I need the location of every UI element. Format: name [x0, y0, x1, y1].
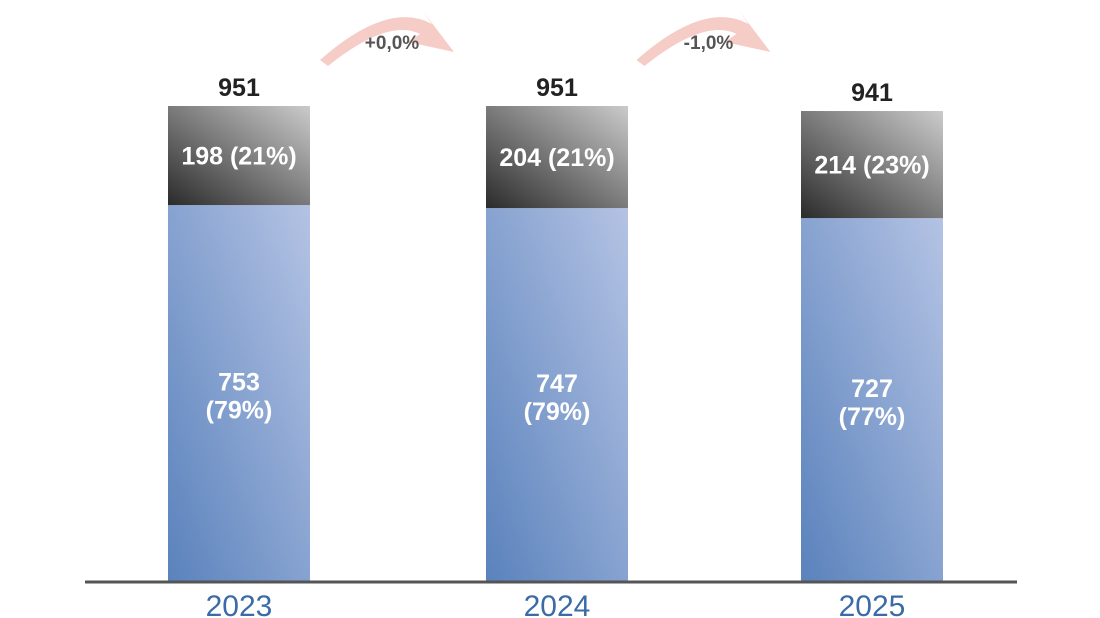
bar-segment-top: [801, 111, 943, 219]
change-label: +0,0%: [365, 33, 420, 54]
bar-segment-top: [486, 106, 628, 209]
bar-total-label: 951: [536, 74, 578, 102]
category-label: 2023: [206, 590, 273, 618]
change-arrow: -1,0%: [636, 10, 771, 66]
bar-segment-bottom: [168, 205, 310, 582]
segment-label-bottom: 753: [218, 369, 260, 397]
category-label: 2025: [839, 590, 906, 618]
bar-segment-top: [168, 106, 310, 206]
segment-label-bottom: (79%): [206, 397, 273, 425]
segment-label-bottom: (77%): [839, 403, 906, 431]
segment-label-top: 214 (23%): [814, 152, 929, 180]
bar-total-label: 951: [218, 74, 260, 102]
change-arrow: +0,0%: [320, 10, 454, 66]
category-label: 2024: [524, 590, 591, 618]
segment-label-top: 204 (21%): [499, 144, 614, 172]
segment-label-bottom: (79%): [524, 398, 591, 426]
bar-segment-bottom: [801, 218, 943, 582]
bar-segment-bottom: [486, 208, 628, 583]
arrow-shape: [636, 10, 771, 66]
arrow-shape: [320, 10, 454, 66]
bar-total-label: 941: [851, 79, 893, 107]
segment-label-bottom: 747: [536, 370, 578, 398]
segment-label-top: 198 (21%): [181, 143, 296, 171]
segment-label-bottom: 727: [851, 375, 893, 403]
change-label: -1,0%: [684, 33, 734, 54]
